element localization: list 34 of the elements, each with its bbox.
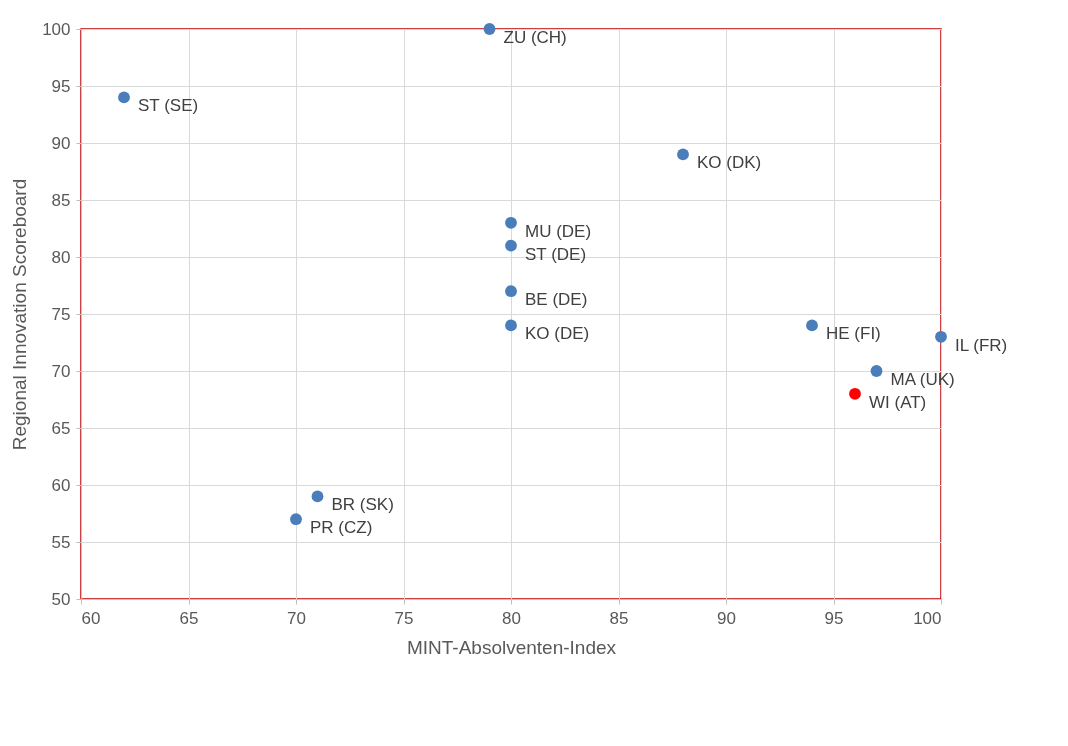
annotation: MU (DE) xyxy=(525,221,592,241)
annotation: ZU (CH) xyxy=(503,28,567,47)
y-tick-label: 50 xyxy=(51,589,71,609)
x-tick-label: 80 xyxy=(502,608,521,628)
annotation: BE (DE) xyxy=(525,290,588,310)
x-tick-label: 65 xyxy=(179,608,199,628)
y-tick-label: 60 xyxy=(51,475,71,495)
y-tick-label: 75 xyxy=(51,304,71,324)
x-tick-label: 90 xyxy=(717,608,736,628)
annotation: IL (FR) xyxy=(955,335,1008,355)
annotation: BR (SK) xyxy=(331,495,394,515)
annotation: WI (AT) xyxy=(869,392,927,412)
y-tick-label: 95 xyxy=(51,76,71,96)
annotation: HE (FI) xyxy=(826,324,881,344)
y-tick-label: 85 xyxy=(51,190,71,210)
annotation: KO (DK) xyxy=(697,153,762,173)
y-tick-label: 65 xyxy=(51,418,71,438)
x-tick-label: 100 xyxy=(913,608,942,628)
x-tick-label: 60 xyxy=(81,608,101,628)
annotation: KO (DE) xyxy=(525,324,590,344)
x-axis-title: MINT-Absolventen-Index xyxy=(406,636,617,658)
annotation: ST (DE) xyxy=(525,244,587,264)
y-tick-label: 100 xyxy=(42,19,71,39)
annotation: PR (CZ) xyxy=(310,518,373,538)
x-tick-label: 70 xyxy=(287,608,306,628)
y-axis-title: Regional Innovation Scoreboard xyxy=(9,178,31,451)
annotation: ST (SE) xyxy=(138,96,199,116)
y-tick-label: 90 xyxy=(51,133,71,153)
x-tick-label: 95 xyxy=(824,608,844,628)
y-tick-label: 55 xyxy=(51,532,71,552)
x-tick-label: 75 xyxy=(394,608,414,628)
x-tick-label: 85 xyxy=(609,608,629,628)
y-tick-label: 80 xyxy=(51,247,71,267)
y-tick-label: 70 xyxy=(51,361,71,381)
